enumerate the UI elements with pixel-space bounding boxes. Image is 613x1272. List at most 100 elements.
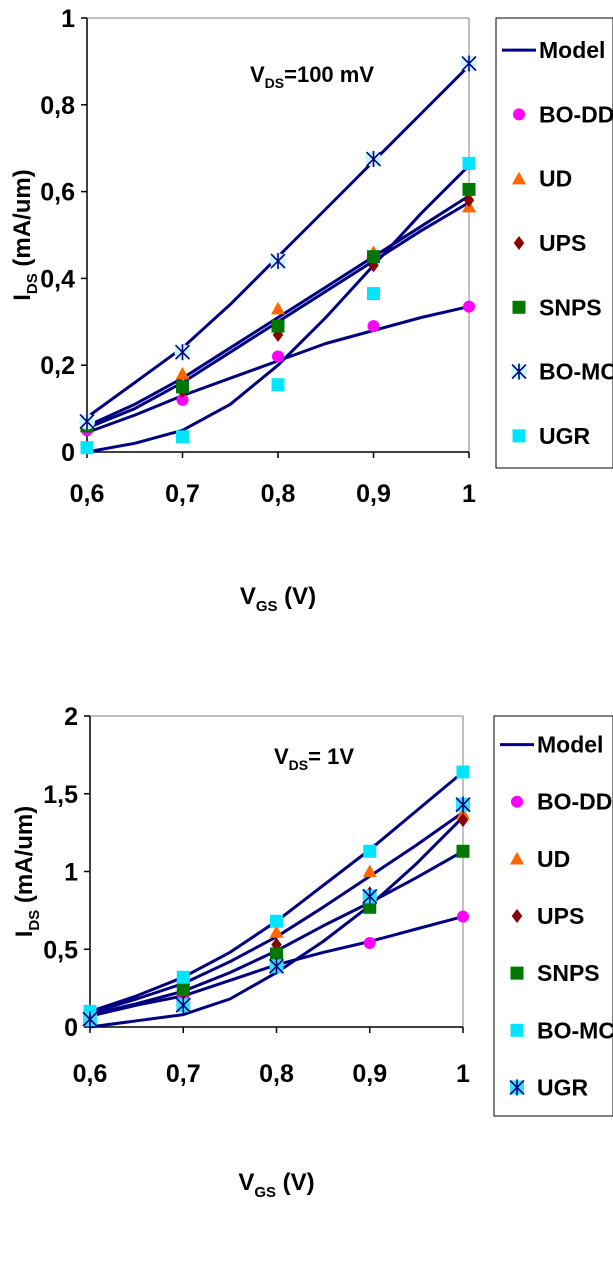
y-tick-label: 1 bbox=[61, 5, 75, 33]
series-ugr bbox=[82, 796, 471, 1028]
model-curve-3 bbox=[86, 201, 470, 430]
y-axis-label: IDS (mA/um) bbox=[9, 169, 41, 301]
legend-marker-bo-dd bbox=[513, 108, 525, 121]
legend-label: UD bbox=[539, 166, 572, 192]
y-tick-label: 0 bbox=[61, 439, 75, 467]
legend-label: SNPS bbox=[537, 960, 600, 986]
x-tick-label: 0,8 bbox=[259, 1060, 294, 1088]
legend-item-snps: SNPS bbox=[512, 294, 602, 320]
data-point-bo-dd bbox=[272, 350, 284, 363]
x-axis-label: VGS (V) bbox=[238, 1169, 314, 1201]
data-point-bo-dd bbox=[363, 937, 376, 950]
legend-item-ups: UPS bbox=[513, 230, 586, 256]
data-point-bo-dd bbox=[367, 320, 380, 333]
y-tick-label: 0,2 bbox=[40, 352, 75, 380]
legend-item-bo-dd: BO-DD bbox=[513, 101, 613, 127]
legend-marker-snps bbox=[510, 966, 524, 980]
series-ud bbox=[83, 806, 470, 1021]
legend-item-ugr: UGR bbox=[509, 1074, 589, 1100]
legend-item-ud: UD bbox=[510, 846, 570, 872]
y-tick-label: 2 bbox=[64, 703, 78, 731]
data-point-bo-mc bbox=[365, 151, 382, 168]
x-tick-label: 1 bbox=[456, 1060, 470, 1088]
data-point-snps bbox=[270, 947, 283, 961]
model-curve-2 bbox=[86, 194, 470, 428]
vds-annotation: VDS=100 mV bbox=[250, 62, 374, 91]
legend-item-model: Model bbox=[502, 37, 605, 63]
x-tick-label: 0,9 bbox=[356, 480, 391, 508]
y-tick-label: 0,4 bbox=[40, 265, 75, 293]
legend-label: UGR bbox=[539, 423, 591, 449]
data-point-ups bbox=[457, 813, 469, 828]
legend-label: BO-MC bbox=[539, 359, 613, 385]
x-tick-label: 0,9 bbox=[352, 1060, 387, 1088]
x-tick-label: 0,6 bbox=[73, 1060, 108, 1088]
data-point-ugr bbox=[80, 441, 94, 455]
data-point-bo-mc bbox=[363, 844, 377, 858]
y-tick-label: 0,8 bbox=[40, 92, 75, 120]
y-axis-label: IDS (mA/um) bbox=[11, 806, 43, 938]
x-tick-label: 0,7 bbox=[166, 1060, 201, 1088]
data-point-snps bbox=[176, 983, 190, 997]
model-curve-1 bbox=[89, 770, 464, 1013]
data-point-ugr bbox=[462, 156, 476, 170]
data-point-bo-dd bbox=[176, 393, 189, 406]
x-tick-label: 0,6 bbox=[70, 480, 105, 508]
model-curve-5 bbox=[86, 164, 471, 454]
series-ugr bbox=[80, 156, 476, 455]
data-point-ud bbox=[271, 301, 285, 315]
x-tick-label: 1 bbox=[462, 480, 476, 508]
data-point-bo-mc bbox=[456, 765, 470, 779]
y-tick-label: 1 bbox=[64, 859, 78, 887]
y-tick-label: 0,6 bbox=[40, 179, 75, 207]
x-axis-label: VGS (V) bbox=[240, 583, 316, 615]
data-point-ugr bbox=[362, 888, 378, 905]
data-point-snps bbox=[456, 844, 470, 858]
data-point-ud bbox=[362, 864, 377, 878]
data-point-bo-mc bbox=[174, 344, 191, 361]
data-point-ups bbox=[463, 193, 475, 208]
legend: Model BO-DD UD UPS SNPS BO-MC UGR bbox=[495, 17, 613, 469]
legend-label: Model bbox=[539, 37, 605, 63]
legend-label: BO-MC bbox=[537, 1017, 613, 1043]
y-tick-label: 0 bbox=[64, 1014, 78, 1042]
series-bo-mc bbox=[83, 765, 470, 1018]
y-tick-label: 0,5 bbox=[43, 936, 78, 964]
legend-label: UPS bbox=[539, 230, 586, 256]
legend-marker-ups bbox=[511, 909, 523, 923]
data-point-ugr bbox=[176, 430, 189, 444]
data-point-snps bbox=[462, 182, 476, 196]
legend-item-bo-mc: BO-MC bbox=[510, 1017, 613, 1043]
series-bo-mc bbox=[79, 55, 477, 430]
data-point-snps bbox=[367, 250, 380, 264]
legend-marker-ugr bbox=[509, 1079, 525, 1096]
legend-item-bo-dd: BO-DD bbox=[511, 789, 612, 815]
legend-marker-snps bbox=[512, 300, 526, 314]
legend-label: UGR bbox=[537, 1074, 589, 1100]
data-point-snps bbox=[363, 900, 377, 914]
legend-marker-ups bbox=[513, 236, 525, 250]
x-tick-label: 0,7 bbox=[165, 480, 200, 508]
legend-marker-bo-dd bbox=[511, 795, 523, 808]
legend-label: UPS bbox=[537, 903, 584, 929]
legend-label: SNPS bbox=[539, 294, 602, 320]
data-point-bo-mc bbox=[461, 55, 477, 72]
legend: Model BO-DD UD UPS SNPS BO-MC UGR bbox=[493, 715, 613, 1117]
data-point-ud bbox=[269, 925, 284, 938]
series-bo-dd bbox=[81, 300, 475, 437]
legend-marker-bo-mc bbox=[511, 363, 527, 380]
data-point-snps bbox=[176, 380, 189, 394]
data-point-ugr bbox=[175, 997, 191, 1014]
data-point-bo-mc bbox=[79, 413, 95, 430]
legend-marker-bo-mc bbox=[510, 1023, 524, 1037]
legend-item-model: Model bbox=[500, 732, 603, 758]
chart-2: 0 0,5 1 1,5 2 0,6 0,7 0,8 0,9 1 VGS (V) IDS (mA/um)… bbox=[11, 703, 613, 1201]
legend-label: BO-DD bbox=[537, 789, 612, 815]
legend-marker-ud bbox=[512, 171, 526, 185]
chart-1: 0 0,2 0,4 0,6 0,8 1 0,6 0,7 0,8 0,9 1 VGS (V) IDS (m… bbox=[9, 5, 613, 615]
legend-label: UD bbox=[537, 846, 570, 872]
vds-annotation: VDS= 1V bbox=[274, 744, 354, 773]
x-tick-label: 0,8 bbox=[261, 480, 296, 508]
data-point-bo-mc bbox=[176, 970, 190, 984]
